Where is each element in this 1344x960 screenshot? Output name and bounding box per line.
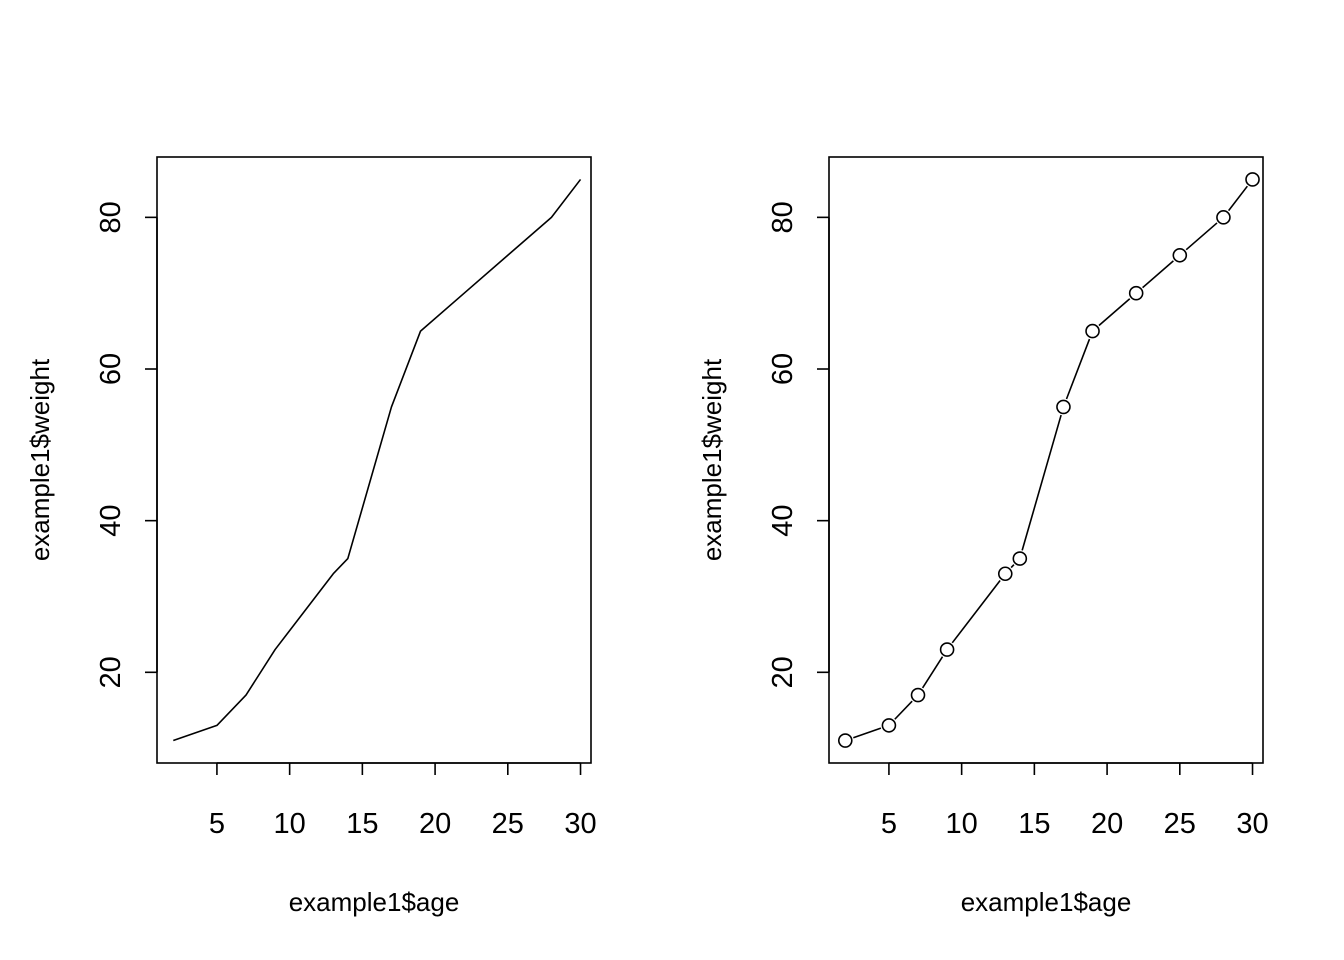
data-point xyxy=(1085,323,1100,339)
data-point xyxy=(837,733,853,748)
y-tick-label: 80 xyxy=(95,201,127,233)
x-tick-label: 5 xyxy=(209,808,225,840)
x-tick-label: 30 xyxy=(1236,808,1268,840)
data-point xyxy=(881,718,897,733)
data-point xyxy=(1128,285,1144,301)
series-segment xyxy=(1098,298,1131,327)
x-axis-title: example1$age xyxy=(961,887,1132,917)
chart-panel-left: 5 10 15 20 25 30 20 40 60 80 example1$age exampl… xyxy=(25,156,597,917)
y-axis: 20 40 60 80 xyxy=(767,201,830,688)
series-segment xyxy=(1227,185,1248,212)
x-tick-label: 10 xyxy=(274,808,306,840)
y-tick-label: 60 xyxy=(767,353,799,385)
series-segment xyxy=(894,700,913,720)
y-axis: 20 40 60 80 xyxy=(95,201,158,688)
x-axis: 5 10 15 20 25 30 xyxy=(209,762,597,840)
x-tick-label: 20 xyxy=(419,808,451,840)
x-tick-label: 10 xyxy=(946,808,978,840)
x-tick-label: 25 xyxy=(492,808,524,840)
plot-box xyxy=(156,156,592,764)
series-segment xyxy=(1185,222,1218,251)
data-point xyxy=(939,642,955,657)
plot-box xyxy=(828,156,1264,764)
x-tick-label: 20 xyxy=(1091,808,1123,840)
series-segment xyxy=(1065,338,1091,400)
x-tick-label: 30 xyxy=(564,808,596,840)
series-line xyxy=(173,178,582,742)
x-tick-label: 25 xyxy=(1164,808,1196,840)
series-segment xyxy=(951,579,1001,644)
series-segment xyxy=(921,656,944,689)
x-tick-label: 15 xyxy=(1018,808,1050,840)
data-point xyxy=(1012,551,1028,566)
data-series xyxy=(173,178,582,742)
y-tick-label: 40 xyxy=(95,505,127,537)
y-tick-label: 40 xyxy=(767,505,799,537)
y-tick-label: 20 xyxy=(767,656,799,688)
data-point xyxy=(1216,210,1231,225)
y-axis-title: example1$weight xyxy=(25,358,55,561)
series-segment xyxy=(853,727,882,739)
y-axis-title: example1$weight xyxy=(697,358,727,561)
series-segment xyxy=(1021,414,1062,551)
x-axis-title: example1$age xyxy=(289,887,460,917)
data-series xyxy=(837,172,1260,748)
data-point xyxy=(997,566,1013,582)
series-segment xyxy=(1142,260,1174,289)
data-point xyxy=(910,687,926,703)
series-segment xyxy=(1010,564,1015,569)
chart-panel-right: 5 10 15 20 25 30 20 40 60 80 example1$age exampl… xyxy=(697,156,1269,917)
data-point xyxy=(1245,172,1260,187)
y-tick-label: 80 xyxy=(767,201,799,233)
y-tick-label: 20 xyxy=(95,656,127,688)
data-point xyxy=(1172,247,1188,263)
x-axis: 5 10 15 20 25 30 xyxy=(881,762,1269,840)
y-tick-label: 60 xyxy=(95,353,127,385)
data-point xyxy=(1056,399,1071,415)
x-tick-label: 5 xyxy=(881,808,897,840)
x-tick-label: 15 xyxy=(346,808,378,840)
